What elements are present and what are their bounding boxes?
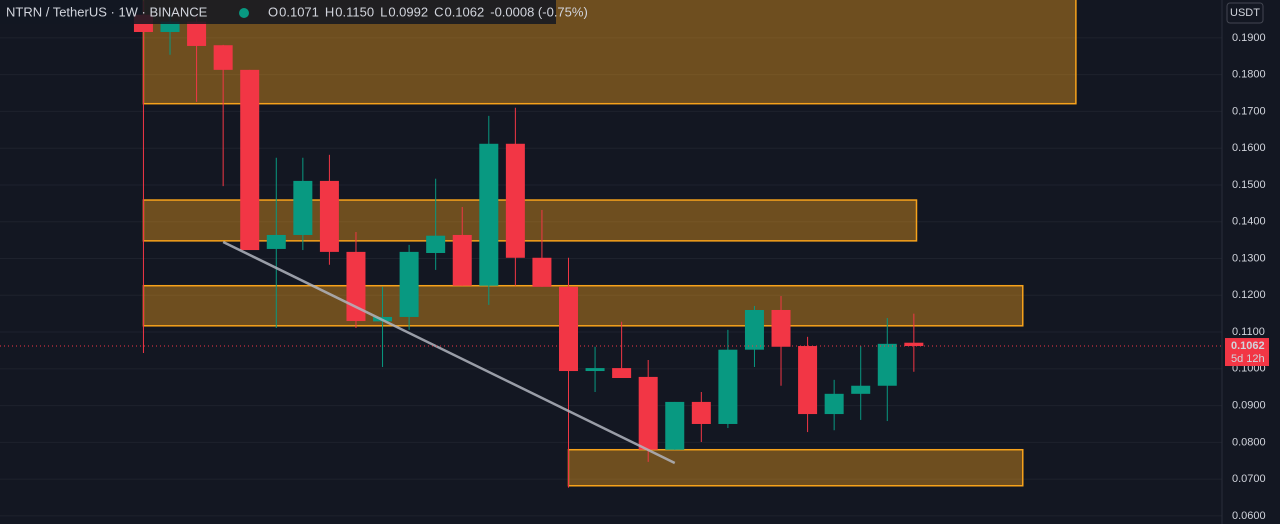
zone [142,199,918,242]
y-tick-label: 0.1800 [1232,69,1266,81]
ohlc-key: O [268,4,278,19]
last-price-tag [1225,338,1269,367]
y-tick-label: 0.0900 [1232,400,1266,412]
candle-body [851,385,871,394]
currency-button[interactable] [1226,2,1264,24]
zone [567,448,1024,487]
countdown: 5d 12h [1231,353,1265,365]
candle-body [638,376,658,450]
candle-body [399,251,419,317]
candle-body [426,235,446,253]
candle-body [904,342,924,347]
chart-title: NTRN / TetherUS · 1W · BINANCE [6,4,208,19]
candle-body [798,346,818,415]
candle-body [505,143,525,258]
y-tick-label: 0.1700 [1232,105,1266,117]
ohlc-value: 0.0992 [388,4,428,19]
y-tick-label: 0.0700 [1232,473,1266,485]
candle-body [744,309,764,350]
candle-body [452,234,472,286]
candle-body [771,309,791,347]
ohlc-key: C [434,4,443,19]
candle-body [240,69,260,251]
candle-body [877,343,897,386]
y-tick-label: 0.1500 [1232,179,1266,191]
ohlc-value: 0.1062 [444,4,484,19]
ohlc-key: H [325,4,334,19]
y-tick-label: 0.0800 [1232,436,1266,448]
candle-body [187,21,207,46]
currency[interactable]: USDT [1230,7,1260,19]
y-tick-label: 0.1600 [1232,142,1266,154]
y-tick-label: 0.0600 [1232,510,1266,522]
candle-body [691,401,711,424]
candle-body [213,45,233,70]
candle-body [558,286,578,372]
ohlc-key: L [380,4,387,19]
candle-body [160,21,180,32]
ohlc-value: 0.1071 [279,4,319,19]
candle-body [585,368,605,372]
candle-body [479,143,499,286]
status-dot [239,8,249,18]
candle-body [612,368,632,379]
zone [142,284,1024,327]
ohlc-value: 0.1150 [335,4,374,19]
candle-body [293,180,313,235]
candle-body [665,401,685,450]
y-tick-label: 0.1100 [1232,326,1265,338]
y-tick-label: 0.1900 [1232,32,1266,44]
candle-body [718,349,738,424]
y-tick-label: 0.1400 [1232,216,1266,228]
y-tick-label: 0.1200 [1232,289,1266,301]
legend-bg [0,0,556,24]
candle-body [824,393,844,415]
trendline [222,240,676,465]
change: -0.0008 (-0.75%) [490,4,588,19]
last-price-label: 0.1062 [1231,340,1265,352]
candle-body [266,234,286,249]
y-tick-label: 0.1300 [1232,252,1266,264]
candle-body [532,257,552,287]
candle-body [319,180,339,252]
